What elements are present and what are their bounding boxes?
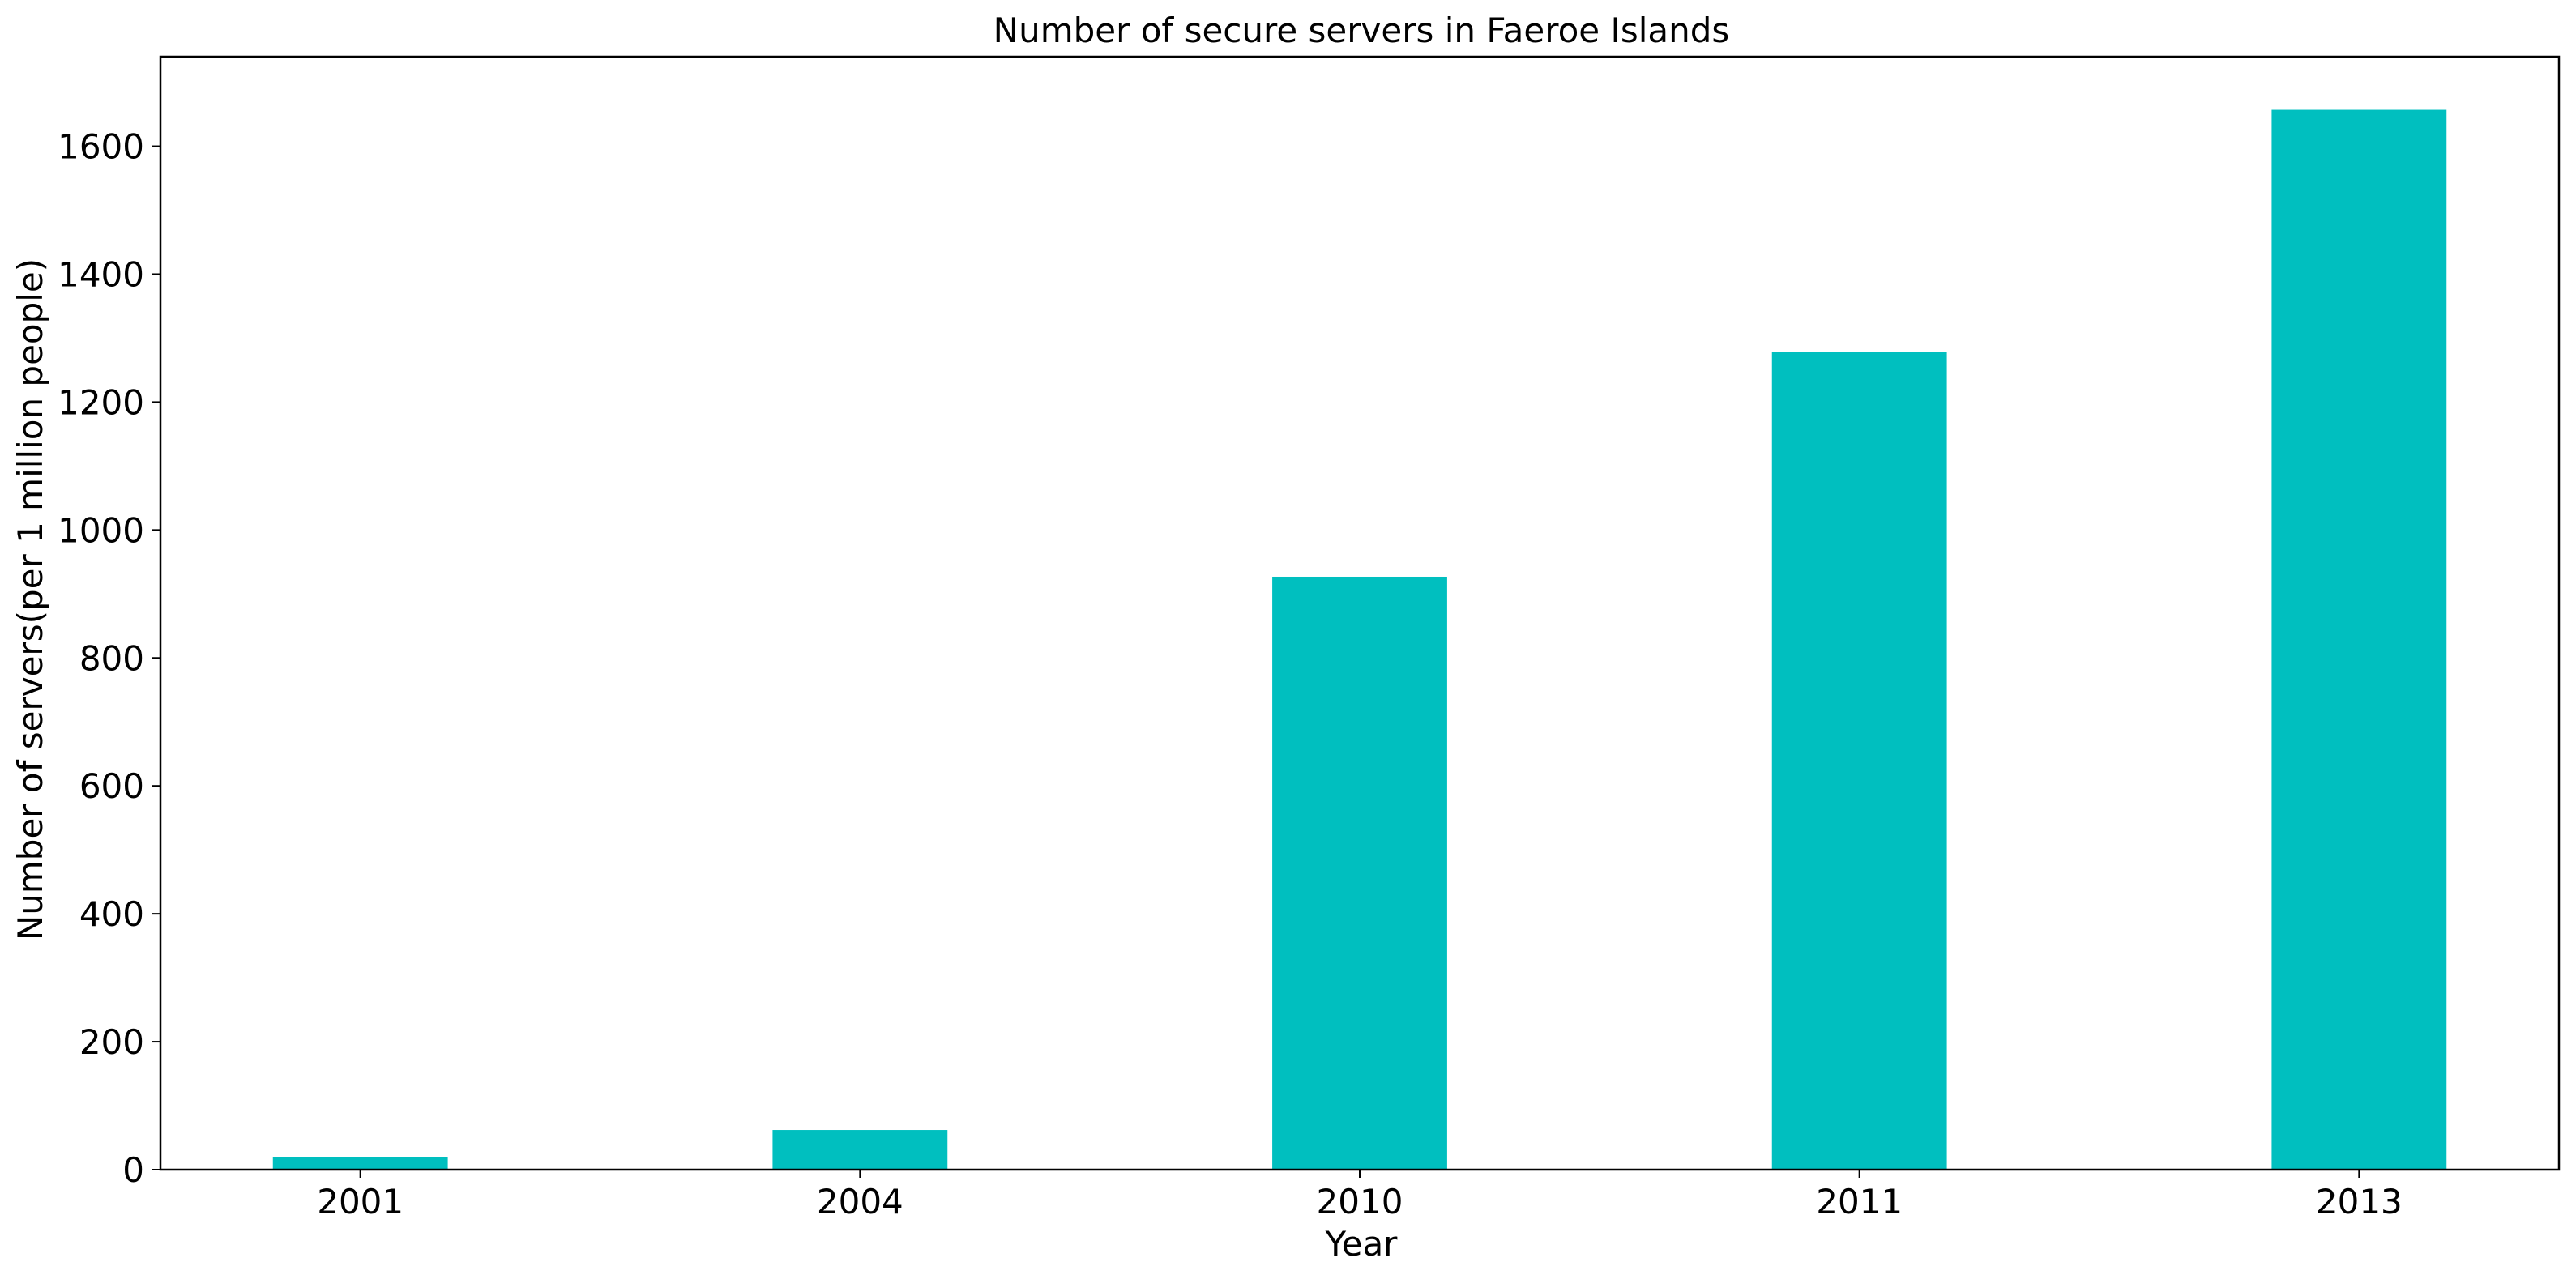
plot-frame (159, 55, 2561, 1171)
x-tick-label: 2010 (1317, 1182, 1403, 1221)
bar-2010 (1272, 576, 1447, 1170)
x-tick-label: 2013 (2316, 1182, 2403, 1221)
chart-title: Number of secure servers in Faeroe Islan… (993, 11, 1730, 50)
bar-2001 (272, 1157, 448, 1170)
x-tick-label: 2011 (1816, 1182, 1903, 1221)
x-tick-label: 2004 (817, 1182, 904, 1221)
x-ticks-group: 2001 2004 2010 2011 2013 (317, 1170, 2403, 1221)
y-tick-label: 400 (79, 894, 144, 934)
y-tick-label: 600 (79, 766, 144, 806)
bar-2004 (772, 1130, 948, 1170)
y-tick-label: 0 (122, 1150, 144, 1190)
y-tick-label: 1600 (58, 127, 144, 167)
x-axis-title: Year (1325, 1224, 1399, 1264)
y-tick-label: 200 (79, 1022, 144, 1062)
bars-group (272, 109, 2447, 1170)
y-tick-label: 1200 (58, 382, 144, 422)
y-tick-label: 800 (79, 638, 144, 678)
x-tick-label: 2001 (317, 1182, 404, 1221)
y-tick-label: 1000 (58, 510, 144, 550)
y-ticks-group: 0 200 400 600 800 1000 1200 1400 1600 (58, 127, 160, 1190)
bar-2013 (2271, 109, 2447, 1170)
bar-2011 (1771, 352, 1947, 1170)
y-tick-label: 1400 (58, 254, 144, 294)
y-axis-title: Number of servers(per 1 million people) (11, 258, 50, 940)
